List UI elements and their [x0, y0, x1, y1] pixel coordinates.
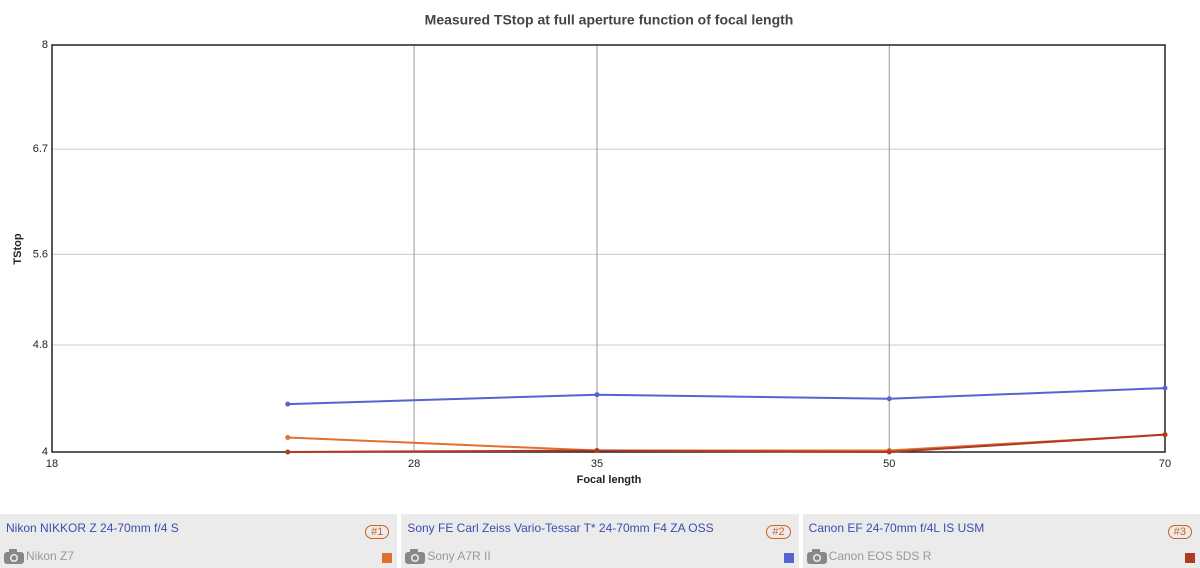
line: [287, 387, 1166, 406]
point: [285, 449, 291, 455]
legend-swatch: [382, 553, 393, 563]
plot-border: [51, 44, 1166, 453]
camera-name: Nikon Z7: [26, 549, 75, 563]
chart: Measured TStop at full aperture function…: [12, 12, 1171, 486]
x-tick-label: 28: [408, 458, 420, 470]
legend-swatch: [783, 553, 794, 563]
legend-entry: Sony FE Carl Zeiss Vario-Tessar T* 24-70…: [407, 521, 714, 535]
camera-icon: [4, 549, 24, 564]
y-tick-label: 5.6: [33, 248, 48, 260]
legend-tag: #3: [1167, 525, 1192, 539]
legend-card: Canon EF 24-70mm f/4L IS USM #3 Canon EOS …: [802, 514, 1200, 568]
legend: Nikon NIKKOR Z 24-70mm f/4 S #1 Nikon Z7 So…: [0, 514, 1200, 568]
point: [1162, 432, 1168, 438]
point: [285, 435, 291, 441]
y-tick-label: 4: [42, 446, 48, 458]
x-axis-label: Focal length: [577, 474, 642, 486]
x-tick-label: 70: [1159, 458, 1171, 470]
legend-entry: Canon EF 24-70mm f/4L IS USM: [808, 521, 985, 535]
legend-card: Nikon NIKKOR Z 24-70mm f/4 S #1 Nikon Z7: [0, 514, 398, 568]
x-tick-label: 35: [591, 458, 603, 470]
point: [285, 401, 291, 407]
camera-name: Canon EOS 5DS R: [828, 549, 932, 563]
y-tick-label: 4.8: [33, 339, 48, 351]
camera-icon: [806, 549, 827, 564]
legend-entry: Nikon NIKKOR Z 24-70mm f/4 S: [6, 521, 179, 535]
line: [287, 433, 1166, 454]
point: [594, 392, 600, 398]
chart-title: Measured TStop at full aperture function…: [425, 12, 794, 28]
legend-card: Sony FE Carl Zeiss Vario-Tessar T* 24-70…: [401, 514, 799, 568]
point: [1162, 385, 1168, 391]
camera-name: Sony A7R II: [427, 549, 491, 563]
point: [594, 448, 600, 454]
y-tick-label: 8: [42, 39, 48, 51]
y-axis-label: TStop: [12, 233, 24, 264]
legend-tag: #2: [766, 525, 791, 539]
y-tick-label: 6.7: [33, 143, 48, 155]
legend-tag: #1: [365, 525, 390, 539]
point: [886, 396, 892, 402]
x-tick-label: 50: [883, 458, 895, 470]
x-tick-label: 18: [46, 458, 58, 470]
point: [886, 449, 892, 455]
camera-icon: [405, 549, 426, 564]
legend-swatch: [1184, 553, 1195, 563]
